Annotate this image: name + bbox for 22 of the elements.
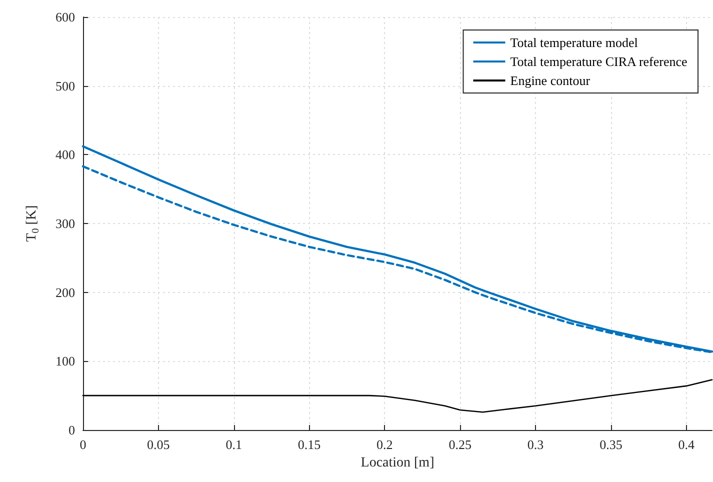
x-tick-label: 0.35 [600,437,622,452]
legend-label: Total temperature model [510,35,638,50]
y-tick-label: 600 [56,10,75,24]
x-tick-label: 0.4 [678,437,695,452]
y-tick-label: 200 [56,284,75,300]
legend-label: Total temperature CIRA reference [510,54,688,69]
x-tick-label: 0.2 [376,437,393,452]
y-tick-label: 100 [56,354,75,369]
x-tick-label: 0 [80,437,86,452]
y-tick-label: 400 [56,147,75,162]
x-tick-label: 0.15 [298,437,321,452]
y-tick-label: 500 [56,78,75,94]
y-tick-label: 0 [68,422,75,438]
x-tick-label: 0.05 [147,437,170,452]
x-tick-label: 0.3 [527,437,544,452]
x-axis-title: Location [m] [360,456,434,470]
y-tick-label: 300 [56,216,75,231]
legend-label: Engine contour [510,73,591,88]
x-tick-label: 0.1 [226,437,242,452]
x-tick-label: 0.25 [448,437,472,452]
y-axis-title: T0 [K] [24,205,42,242]
line-series [82,379,713,413]
